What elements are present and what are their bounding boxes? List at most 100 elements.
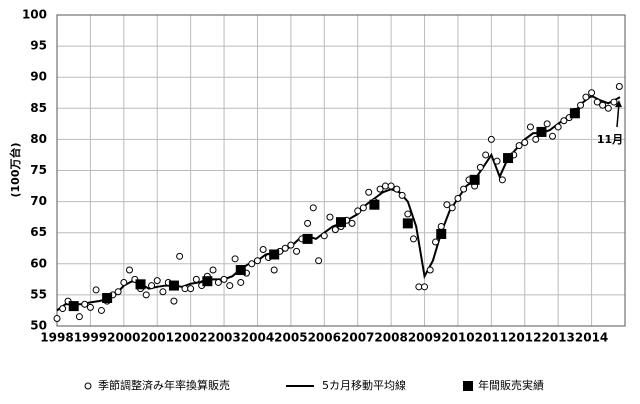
annual-square [269, 249, 280, 260]
point [393, 185, 401, 193]
point [59, 305, 67, 313]
point [153, 277, 161, 285]
point [376, 185, 384, 193]
point [521, 139, 529, 147]
y-axis-label: (100万台) [8, 142, 22, 197]
annual-square [235, 265, 246, 276]
point [126, 266, 134, 274]
point [426, 266, 434, 274]
point [532, 135, 540, 143]
point [410, 235, 418, 243]
annual-square [469, 174, 480, 185]
x-tick-label: 2014 [575, 331, 608, 345]
point [209, 266, 217, 274]
point [381, 182, 389, 190]
y-tick-label: 95 [30, 39, 47, 53]
point [498, 176, 506, 184]
annual-square [569, 108, 580, 119]
point [114, 288, 122, 296]
point [398, 191, 406, 199]
point [588, 89, 596, 97]
point [309, 204, 317, 212]
point [348, 219, 356, 227]
legend-marker [84, 382, 92, 390]
point [142, 291, 150, 299]
annual-square [68, 301, 79, 312]
legend-marker [463, 381, 473, 391]
x-tick-label: 2002 [174, 331, 207, 345]
point [493, 157, 501, 165]
point [281, 244, 289, 252]
point [610, 98, 618, 106]
x-tick-label: 2013 [541, 331, 574, 345]
annotation: 11月 [597, 133, 623, 146]
annual-square [102, 293, 113, 304]
point [304, 219, 312, 227]
point [187, 285, 195, 293]
point [220, 275, 228, 283]
point [415, 283, 423, 291]
point [270, 266, 278, 274]
point [515, 142, 523, 150]
legend-label: 5カ月移動平均線 [322, 378, 406, 392]
point [482, 151, 490, 159]
annual-square [302, 233, 313, 244]
x-tick-label: 2004 [241, 331, 274, 345]
point [159, 288, 167, 296]
plot-frame [56, 14, 626, 327]
annual-square [503, 153, 514, 164]
point [460, 185, 468, 193]
point [97, 306, 105, 314]
point [287, 241, 295, 249]
point [192, 275, 200, 283]
y-tick-label: 90 [30, 70, 47, 84]
point [354, 207, 362, 215]
point [120, 278, 128, 286]
point [92, 286, 100, 294]
point [615, 83, 623, 91]
point [432, 238, 440, 246]
point [526, 123, 534, 131]
point [81, 300, 89, 308]
y-tick-label: 50 [30, 319, 47, 333]
point [259, 245, 267, 253]
point [365, 188, 373, 196]
point [560, 117, 568, 125]
point [421, 283, 429, 291]
x-tick-label: 2003 [207, 331, 240, 345]
point [326, 213, 334, 221]
point [237, 278, 245, 286]
y-tick-label: 60 [30, 256, 47, 270]
point [231, 255, 239, 263]
x-tick-label: 2001 [141, 331, 174, 345]
annual-square [336, 217, 346, 228]
point [437, 222, 445, 230]
annual-square [202, 276, 213, 287]
point [293, 247, 301, 255]
point [599, 101, 607, 109]
point [359, 204, 367, 212]
point [577, 101, 585, 109]
point [181, 285, 189, 293]
annual-square [135, 279, 146, 290]
point [404, 210, 412, 218]
point [226, 282, 234, 290]
point [170, 297, 178, 305]
y-tick-label: 65 [30, 225, 47, 239]
annual-square [536, 126, 547, 137]
point [543, 120, 551, 128]
x-tick-label: 2011 [475, 331, 508, 345]
point [148, 282, 156, 290]
point [582, 93, 590, 101]
y-tick-label: 55 [30, 287, 47, 301]
y-tick-label: 100 [22, 8, 47, 22]
point [75, 313, 83, 321]
point [387, 182, 395, 190]
point [253, 257, 261, 265]
point [443, 201, 451, 209]
legend-label: 年間販売実績 [478, 378, 544, 392]
x-tick-label: 2012 [508, 331, 541, 345]
point [86, 303, 94, 311]
point [554, 123, 562, 131]
